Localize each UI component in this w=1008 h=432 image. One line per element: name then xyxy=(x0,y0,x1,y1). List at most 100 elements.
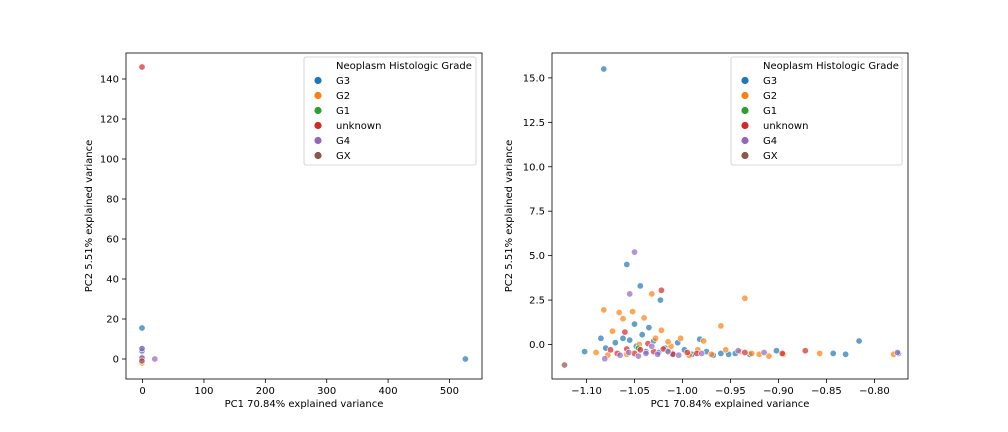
data-point-G3 xyxy=(638,331,646,339)
y-tick-label: 100 xyxy=(100,155,119,166)
y-tick-label: 7.5 xyxy=(529,207,545,218)
legend-title: Neoplasm Histologic Grade xyxy=(336,61,472,72)
data-point-G2 xyxy=(717,322,725,330)
data-point-G2 xyxy=(765,352,773,360)
legend-entry-G1: G1 xyxy=(763,106,777,117)
data-point-unknown xyxy=(636,346,644,354)
data-point-G2 xyxy=(640,314,648,322)
data-point-G4 xyxy=(138,345,146,353)
x-tick-label: −1.05 xyxy=(619,386,650,397)
data-point-G3 xyxy=(630,320,638,328)
legend-entry-G2: G2 xyxy=(336,91,350,102)
data-point-G4 xyxy=(698,349,706,357)
y-tick-label: 12.5 xyxy=(523,118,545,129)
legend-marker-G4 xyxy=(741,136,749,145)
data-point-G3 xyxy=(623,260,631,268)
data-point-G2 xyxy=(700,337,708,345)
data-point-G3 xyxy=(619,334,627,342)
data-point-G3 xyxy=(636,282,644,290)
data-point-G3 xyxy=(829,349,837,357)
data-point-unknown xyxy=(657,286,665,294)
data-point-G4 xyxy=(642,349,650,357)
data-point-G3 xyxy=(461,355,469,363)
data-point-G4 xyxy=(664,348,672,356)
data-point-G3 xyxy=(138,324,146,332)
data-point-G2 xyxy=(748,349,756,357)
legend-marker-G4 xyxy=(314,136,322,145)
data-point-G3 xyxy=(597,334,605,342)
legend: Neoplasm Histologic Grade G3 G2 G1 unknown G4… xyxy=(730,56,903,166)
legend-entry-G2: G2 xyxy=(763,91,777,102)
x-tick-label: −1.10 xyxy=(571,386,602,397)
data-point-G4 xyxy=(616,351,624,359)
data-point-G4 xyxy=(648,342,656,350)
legend-frame xyxy=(303,56,477,166)
data-point-G3 xyxy=(855,337,863,345)
legend-marker-G2 xyxy=(314,91,322,100)
axes-frame xyxy=(551,52,909,380)
y-tick-label: 15.0 xyxy=(523,73,545,84)
data-point-G2 xyxy=(652,334,660,342)
legend-title: Neoplasm Histologic Grade xyxy=(763,61,899,72)
data-point-G3 xyxy=(626,336,634,344)
y-tick-label: 0.0 xyxy=(529,340,545,351)
data-point-G4 xyxy=(734,347,742,355)
legend: Neoplasm Histologic Grade G3 G2 G1 unknown G4… xyxy=(303,56,477,166)
y-tick-label: 80 xyxy=(106,195,119,206)
data-point-G2 xyxy=(648,290,656,298)
data-point-G3 xyxy=(600,65,608,73)
legend-entry-G3: G3 xyxy=(336,76,350,87)
data-point-G4 xyxy=(760,348,768,356)
data-point-unknown xyxy=(606,346,614,354)
data-point-G2 xyxy=(707,350,715,358)
y-tick-label: 120 xyxy=(100,115,119,126)
data-point-unknown xyxy=(778,349,786,357)
y-tick-label: 20 xyxy=(106,315,119,326)
scatter-plot-2: −1.10 −1.05 −1.00 −0.95 −0.90 −0.85 −0.80 0.0 2.… xyxy=(504,52,909,410)
x-tick-label: −0.80 xyxy=(859,386,890,397)
x-tick-label: 400 xyxy=(379,386,398,397)
legend-entry-G1: G1 xyxy=(336,106,350,117)
legend-marker-G1 xyxy=(741,106,749,115)
data-point-unknown xyxy=(621,328,629,336)
data-point-G3 xyxy=(717,349,725,357)
data-points xyxy=(138,63,469,367)
legend-entry-unknown: unknown xyxy=(763,121,808,132)
legend-entry-G4: G4 xyxy=(763,136,777,147)
legend-entry-G4: G4 xyxy=(336,136,350,147)
data-point-G4 xyxy=(634,352,642,360)
data-point-G2 xyxy=(722,346,730,354)
data-point-G3 xyxy=(581,348,589,356)
data-point-G3 xyxy=(772,347,780,355)
data-point-G2 xyxy=(664,338,672,346)
data-point-G2 xyxy=(608,327,616,335)
data-point-G4 xyxy=(626,290,634,298)
data-point-G2 xyxy=(816,349,824,357)
y-tick-label: 140 xyxy=(100,75,119,86)
data-point-G2 xyxy=(677,334,685,342)
y-tick-label: 0 xyxy=(113,355,119,366)
data-point-unknown xyxy=(683,348,691,356)
y-axis-label: PC2 5.51% explained variance xyxy=(504,140,515,293)
data-point-G3 xyxy=(645,324,653,332)
data-point-G4 xyxy=(625,348,633,356)
y-tick-label: 60 xyxy=(106,235,119,246)
data-point-G4 xyxy=(675,351,683,359)
x-tick-label: 0 xyxy=(139,386,145,397)
x-tick-label: 200 xyxy=(256,386,275,397)
legend-marker-GX xyxy=(314,151,322,160)
legend-marker-unknown xyxy=(741,121,749,130)
data-points xyxy=(560,65,902,369)
legend-entry-unknown: unknown xyxy=(336,121,381,132)
x-tick-label: −0.90 xyxy=(763,386,794,397)
data-point-G2 xyxy=(629,308,637,316)
x-tick-label: −0.85 xyxy=(811,386,842,397)
legend-marker-G3 xyxy=(314,76,322,85)
data-point-G4 xyxy=(630,248,638,256)
x-axis-label: PC1 70.84% explained variance xyxy=(651,399,810,410)
y-tick-label: 2.5 xyxy=(529,296,545,307)
x-tick-label: 100 xyxy=(194,386,213,397)
legend-marker-G1 xyxy=(314,106,322,115)
data-point-G4 xyxy=(151,355,159,363)
